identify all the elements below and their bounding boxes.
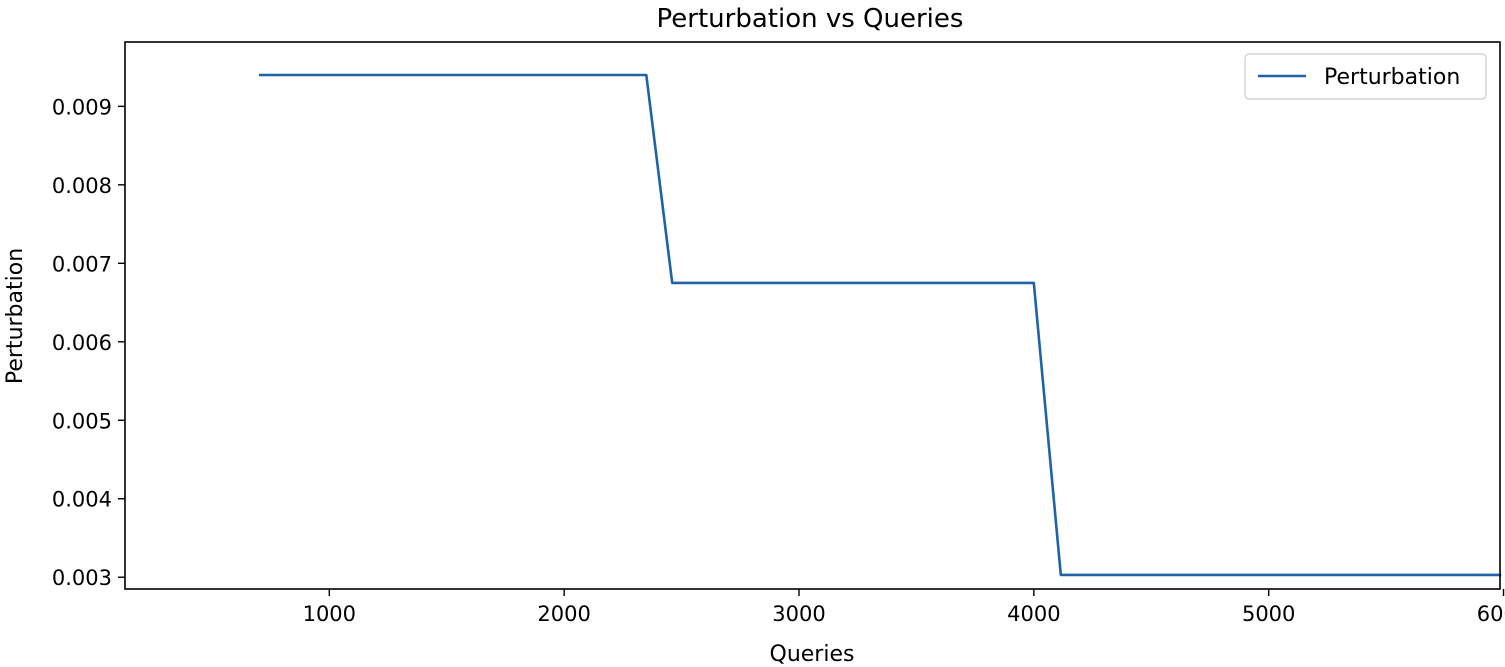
series-layer [258,73,1502,577]
x-tick-label: 2000 [537,602,590,626]
y-tick-label: 0.006 [52,331,112,355]
y-tick-label: 0.009 [52,95,112,119]
y-axis-label: Perturbation [3,248,28,384]
legend-box [1244,53,1487,100]
y-tick-label: 0.004 [52,488,112,512]
x-axis-label: Queries [770,642,855,667]
plot-area [124,41,1502,590]
legend-label-perturbation: Perturbation [1324,65,1460,90]
y-axis: 0.003 0.004 0.005 0.006 0.007 0.008 0.009 [52,95,125,590]
legend: Perturbation [1244,53,1487,100]
y-tick-label: 0.008 [52,174,112,198]
x-tick-label: 3000 [772,602,825,626]
x-tick-label: 5000 [1242,602,1295,626]
series-line-perturbation [258,73,1502,577]
plot-frame [124,41,1501,590]
chart-title: Perturbation vs Queries [657,4,964,34]
y-tick-label: 0.007 [52,252,112,276]
x-tick-label: 1000 [303,602,356,626]
y-tick-label: 0.003 [52,566,112,590]
x-tick-label: 4000 [1007,602,1060,626]
x-axis: 1000 2000 3000 4000 5000 6000 [303,589,1505,626]
x-tick-label: 6000 [1477,602,1505,626]
y-tick-label: 0.005 [52,409,112,433]
